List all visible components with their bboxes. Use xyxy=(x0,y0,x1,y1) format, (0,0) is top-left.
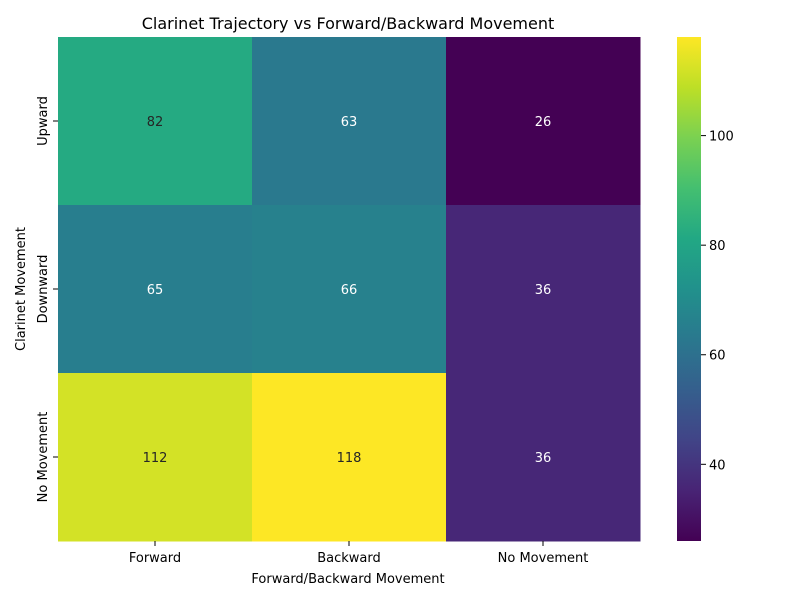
cell-value-label: 65 xyxy=(147,283,164,298)
cell-value-label: 63 xyxy=(341,115,358,130)
colorbar: 40 60 80 100 xyxy=(677,37,734,541)
y-axis: Upward Downward No Movement xyxy=(36,96,58,502)
colorbar-tick-label: 80 xyxy=(709,239,726,254)
heatmap-cell-labels: 82 63 26 65 66 36 112 118 36 xyxy=(143,115,552,466)
heatmap-cell xyxy=(446,205,641,374)
heatmap-cell xyxy=(252,37,447,206)
heatmap-cell xyxy=(58,205,253,374)
colorbar-gradient xyxy=(677,37,701,541)
cell-value-label: 36 xyxy=(535,451,552,466)
x-tick-label: Backward xyxy=(317,551,381,566)
y-tick-label: No Movement xyxy=(36,412,51,503)
heatmap-cell xyxy=(446,37,641,206)
colorbar-ticks: 40 60 80 100 xyxy=(701,130,734,473)
heatmap-cell xyxy=(252,205,447,374)
heatmap-cell xyxy=(58,373,253,542)
y-tick-label: Downward xyxy=(36,255,51,324)
x-tick-label: No Movement xyxy=(498,551,589,566)
heatmap-cell xyxy=(252,373,447,542)
colorbar-tick-label: 40 xyxy=(709,458,726,473)
cell-value-label: 118 xyxy=(337,451,362,466)
heatmap-cell xyxy=(58,37,253,206)
x-axis-label: Forward/Backward Movement xyxy=(251,572,444,587)
y-tick-label: Upward xyxy=(36,96,51,146)
x-axis: Forward Backward No Movement xyxy=(129,541,588,566)
colorbar-tick-label: 60 xyxy=(709,349,726,364)
heatmap-cells xyxy=(58,37,641,542)
y-axis-label: Clarinet Movement xyxy=(14,227,29,351)
cell-value-label: 26 xyxy=(535,115,552,130)
cell-value-label: 112 xyxy=(143,451,168,466)
heatmap-cell xyxy=(446,373,641,542)
x-tick-label: Forward xyxy=(129,551,181,566)
colorbar-tick-label: 100 xyxy=(709,130,734,145)
cell-value-label: 66 xyxy=(341,283,358,298)
cell-value-label: 82 xyxy=(147,115,164,130)
chart-title: Clarinet Trajectory vs Forward/Backward … xyxy=(142,14,555,33)
cell-value-label: 36 xyxy=(535,283,552,298)
